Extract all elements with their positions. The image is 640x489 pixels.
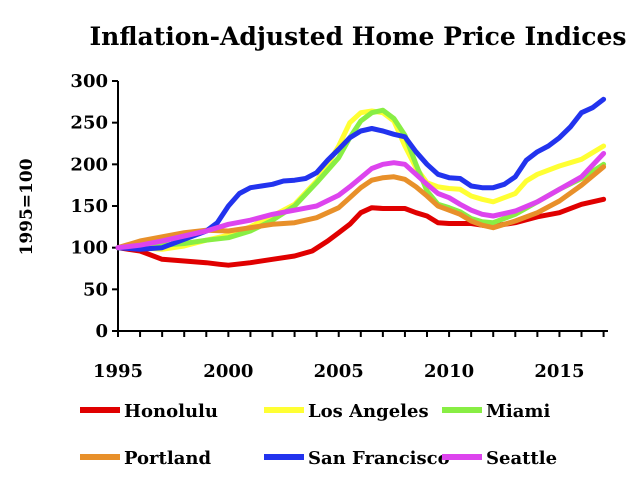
legend-label-honolulu: Honolulu (124, 401, 218, 422)
y-axis-label: 1995=100 (17, 158, 37, 255)
series-line-san-francisco (115, 96, 607, 252)
y-tick-label: 100 (70, 238, 108, 259)
x-tick-label: 2015 (534, 361, 584, 382)
y-tick-label: 50 (83, 279, 108, 300)
x-tick-label: 1995 (93, 361, 143, 382)
series-line-seattle (115, 151, 607, 251)
x-tick-label: 2000 (203, 361, 253, 382)
legend-label-los-angeles: Los Angeles (308, 401, 429, 422)
x-tick-label: 2010 (424, 361, 474, 382)
legend-label-portland: Portland (124, 448, 211, 469)
legend-label-miami: Miami (486, 401, 550, 422)
y-tick-label: 0 (95, 321, 108, 342)
legend-label-san-francisco: San Francisco (308, 448, 450, 469)
y-tick-label: 150 (70, 196, 108, 217)
legend: Honolulu Los Angeles Miami Portland San Fran… (80, 401, 557, 469)
chart-title: Inflation-Adjusted Home Price Indices (89, 22, 626, 51)
plot-area: 0 50 100 150 200 250 300 1995 2000 2005 2010 2015 (70, 71, 608, 382)
y-tick-label: 300 (70, 71, 108, 92)
legend-label-seattle: Seattle (486, 448, 557, 469)
y-tick-label: 250 (70, 113, 108, 134)
series-line-portland (115, 164, 607, 251)
series-line-miami (115, 107, 607, 251)
x-tick-label: 2005 (314, 361, 364, 382)
y-tick-label: 200 (70, 154, 108, 175)
